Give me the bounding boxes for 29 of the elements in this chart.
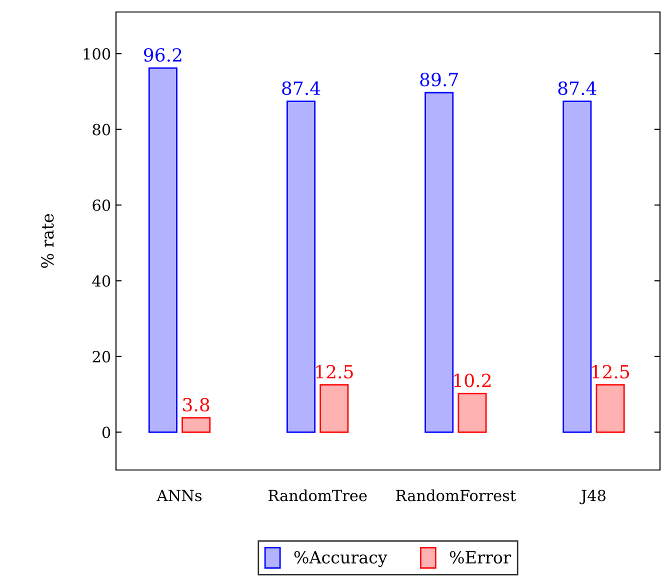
y-tick-label: 40 (92, 275, 110, 287)
data-label: 3.8 (183, 398, 210, 412)
bar (562, 100, 592, 433)
y-tick-label: 60 (92, 200, 110, 212)
y-axis-title: % rate (41, 214, 54, 268)
data-label: 87.4 (282, 81, 320, 96)
x-tick-label: RandomForrest (396, 489, 516, 502)
bar (596, 384, 625, 433)
x-tick-label: ANNs (156, 490, 202, 502)
bar (182, 417, 211, 433)
bar (286, 100, 316, 433)
y-tick-label: 100 (84, 48, 110, 60)
x-tick-label: J48 (580, 490, 606, 504)
y-tick-label: 0 (102, 426, 110, 438)
bar (320, 384, 349, 433)
bar (458, 392, 487, 433)
bar (148, 67, 178, 433)
data-label: 10.2 (454, 374, 491, 388)
data-label: 89.7 (420, 72, 458, 86)
data-label: 12.5 (592, 364, 629, 379)
y-tick-label: 80 (92, 124, 110, 136)
legend-label: %Error (450, 550, 511, 564)
data-label: 87.4 (558, 81, 596, 96)
data-label: 96.2 (144, 48, 182, 62)
y-tick-label: 20 (92, 350, 110, 362)
x-tick-label: RandomTree (268, 489, 367, 502)
data-label: 12.5 (316, 364, 353, 379)
legend-label: %Accuracy (294, 550, 388, 568)
bar (424, 92, 454, 433)
